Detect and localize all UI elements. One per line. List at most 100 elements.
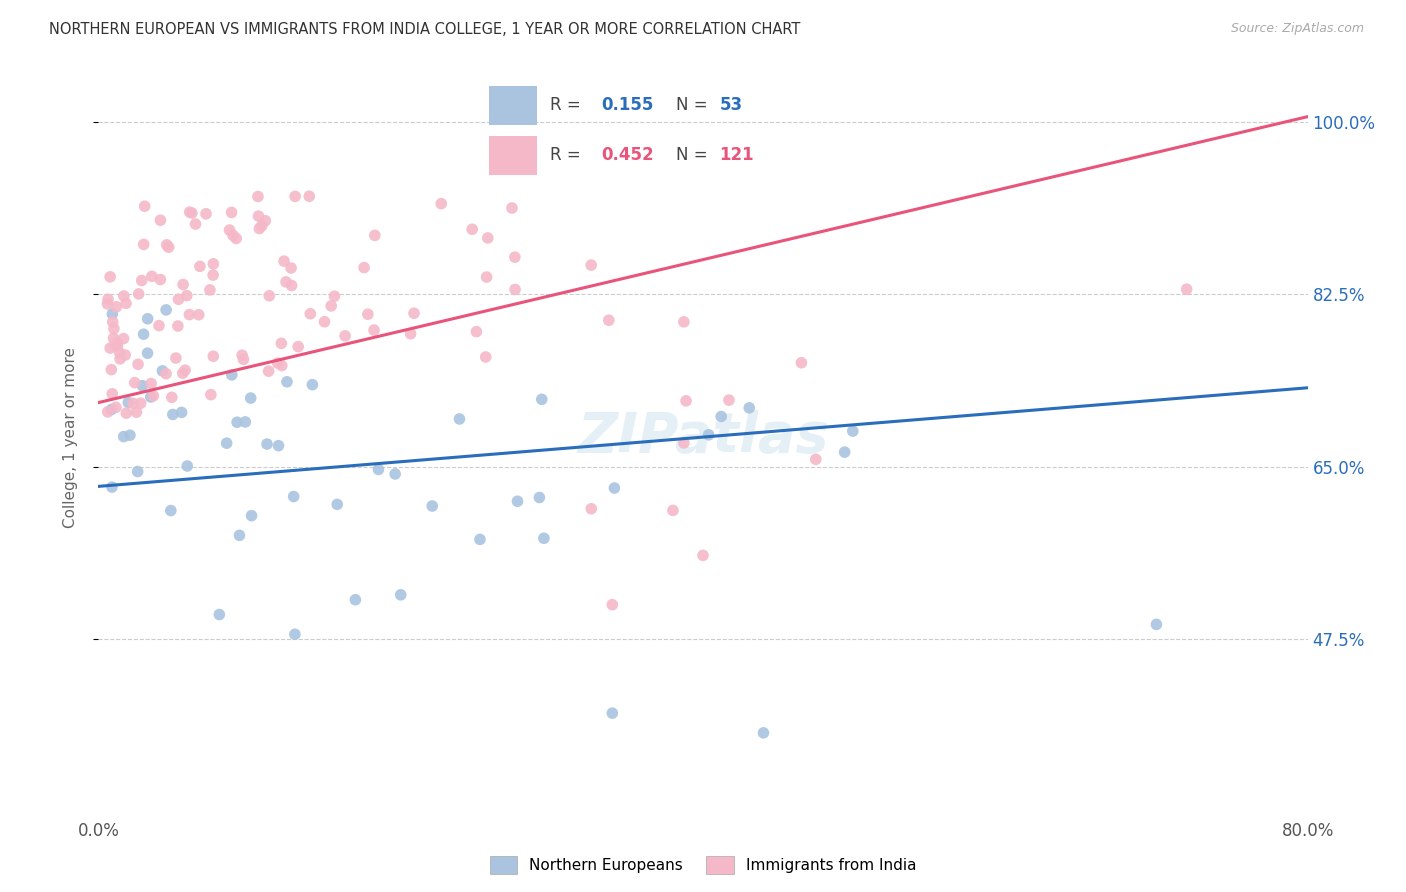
Point [367,462,389,476]
Point [270,336,292,351]
Point [363,323,385,337]
Point [790,356,813,370]
Point [127,465,149,479]
Point [149,213,172,227]
Point [357,307,380,321]
Point [834,445,856,459]
Text: Source: ZipAtlas.com: Source: ZipAtlas.com [1230,22,1364,36]
Point [139,390,162,404]
Point [274,275,297,289]
Point [533,531,555,545]
Point [284,627,307,641]
Point [267,439,290,453]
Point [280,260,302,275]
Point [738,401,761,415]
Point [96,297,118,311]
Point [603,481,626,495]
Point [172,366,194,380]
Point [284,189,307,203]
Point [228,528,250,542]
Point [280,278,302,293]
Point [1144,617,1167,632]
Point [333,329,356,343]
Point [101,480,124,494]
Point [98,269,121,284]
Point [107,339,129,353]
Point [141,376,163,391]
Point [128,286,150,301]
Point [115,406,138,420]
Point [239,391,262,405]
Point [420,499,443,513]
Point [465,325,488,339]
Point [167,318,190,333]
Point [202,257,225,271]
Point [474,350,496,364]
Point [114,348,136,362]
Point [108,351,131,366]
Point [115,296,138,310]
Point [221,205,243,219]
Point [672,436,695,450]
Point [174,363,197,377]
Point [184,217,207,231]
Point [692,549,714,563]
Point [530,392,553,407]
Point [155,367,177,381]
Point [125,405,148,419]
Point [225,231,247,245]
Point [301,377,323,392]
Point [129,396,152,410]
Point [842,424,865,438]
Point [104,401,127,415]
Point [475,270,498,285]
Point [218,223,240,237]
Point [287,340,309,354]
Point [112,429,135,443]
Point [155,302,177,317]
Point [98,341,121,355]
Point [602,706,624,720]
Point [326,497,349,511]
Point [176,458,198,473]
Point [710,409,733,424]
Point [314,315,336,329]
Point [501,201,523,215]
Point [449,412,471,426]
Point [202,268,225,282]
Point [717,393,740,408]
Point [506,494,529,508]
Point [97,292,120,306]
Point [108,345,131,359]
Point [529,491,551,505]
Point [134,199,156,213]
Point [156,238,179,252]
Point [157,240,180,254]
Point [149,272,172,286]
Point [259,289,281,303]
Point [461,222,484,236]
Text: ZIPatlas: ZIPatlas [578,410,828,464]
Point [100,402,122,417]
Point [256,437,278,451]
Legend: Northern Europeans, Immigrants from India: Northern Europeans, Immigrants from Indi… [484,850,922,880]
Point [233,415,256,429]
Point [226,415,249,429]
Point [172,277,194,292]
Point [208,607,231,622]
Point [112,289,135,303]
Point [276,375,298,389]
Point [675,393,697,408]
Point [165,351,187,365]
Point [477,231,499,245]
Y-axis label: College, 1 year or more: College, 1 year or more [63,347,77,527]
Text: NORTHERN EUROPEAN VS IMMIGRANTS FROM INDIA COLLEGE, 1 YEAR OR MORE CORRELATION C: NORTHERN EUROPEAN VS IMMIGRANTS FROM IND… [49,22,800,37]
Point [273,254,295,268]
Point [399,326,422,341]
Point [270,359,292,373]
Point [602,598,624,612]
Point [402,306,425,320]
Point [187,308,209,322]
Point [100,362,122,376]
Point [117,395,139,409]
